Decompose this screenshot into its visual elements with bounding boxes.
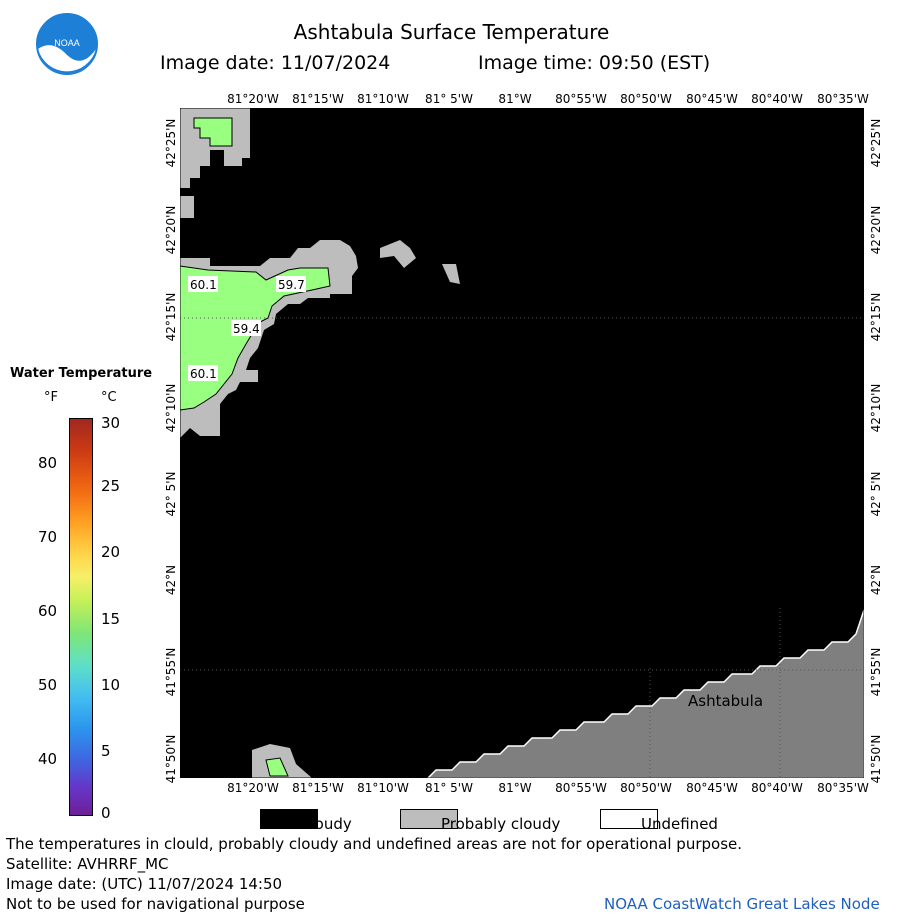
noaa-logo-icon: NOAA bbox=[36, 13, 98, 75]
f-tick: 50 bbox=[38, 676, 58, 694]
lon-label: 80°45'W bbox=[686, 92, 738, 106]
land bbox=[426, 609, 864, 778]
lon-label: 81°20'W bbox=[227, 92, 279, 106]
lat-label: 42°10'N bbox=[164, 383, 178, 433]
temperature-label: 59.7 bbox=[278, 278, 305, 292]
c-tick: 10 bbox=[101, 676, 121, 694]
c-tick: 25 bbox=[101, 477, 121, 495]
lat-label: 42°25'N bbox=[869, 118, 883, 168]
noaa-logo: NOAA bbox=[36, 13, 98, 75]
lat-label: 41°50'N bbox=[869, 734, 883, 784]
f-tick: 70 bbox=[38, 528, 58, 546]
color-scale-bar bbox=[69, 418, 93, 816]
lon-label: 80°45'W bbox=[686, 781, 738, 795]
noaa-logo-text: NOAA bbox=[54, 38, 80, 48]
lon-label: 80°40'W bbox=[751, 92, 803, 106]
c-tick: 15 bbox=[101, 610, 121, 628]
scale-title: Water Temperature bbox=[10, 366, 153, 381]
temperature-labels: 60.1 59.7 59.4 60.1 bbox=[188, 276, 306, 381]
lat-label: 41°55'N bbox=[869, 647, 883, 697]
lon-label: 80°40'W bbox=[751, 781, 803, 795]
lon-label: 80°50'W bbox=[620, 781, 672, 795]
lon-label: 81°W bbox=[498, 92, 532, 106]
c-tick: 5 bbox=[101, 742, 111, 760]
c-tick: 20 bbox=[101, 543, 121, 561]
f-tick: 60 bbox=[38, 602, 58, 620]
lon-label: 80°50'W bbox=[620, 92, 672, 106]
lat-label: 42°20'N bbox=[869, 205, 883, 255]
lat-label: 42°10'N bbox=[869, 383, 883, 433]
undefined-swatch bbox=[600, 809, 658, 829]
image-date: Image date: 11/07/2024 bbox=[160, 52, 391, 74]
lat-label: 42°15'N bbox=[164, 292, 178, 342]
lat-label: 42° 5'N bbox=[869, 471, 883, 517]
probably-cloudy-swatch bbox=[400, 809, 458, 829]
image-time: Image time: 09:50 (EST) bbox=[478, 52, 711, 74]
lat-label: 42°N bbox=[869, 564, 883, 596]
cloud-cover bbox=[180, 108, 864, 778]
lat-label: 42°N bbox=[164, 564, 178, 596]
cloudy-label: Cloudy bbox=[300, 815, 352, 833]
credit-link[interactable]: NOAA CoastWatch Great Lakes Node bbox=[604, 895, 880, 913]
lon-label: 80°55'W bbox=[555, 781, 607, 795]
lat-lon-grid bbox=[180, 228, 864, 778]
disclaimer-text: The temperatures in clould, probably clo… bbox=[6, 835, 743, 853]
temperature-map[interactable]: Ashtabula 60.1 59.7 59.4 60.1 bbox=[180, 108, 864, 778]
lon-label: 81°15'W bbox=[292, 781, 344, 795]
cloudy-swatch bbox=[260, 809, 318, 829]
lon-label: 81° 5'W bbox=[425, 781, 473, 795]
city-label: Ashtabula bbox=[688, 692, 763, 710]
lat-label: 42°25'N bbox=[164, 118, 178, 168]
temperature-label: 60.1 bbox=[190, 367, 217, 381]
lat-label: 41°55'N bbox=[164, 647, 178, 697]
lat-label: 42° 5'N bbox=[164, 471, 178, 517]
lon-label: 81°15'W bbox=[292, 92, 344, 106]
lon-label: 81°W bbox=[498, 781, 532, 795]
navigation-warning: Not to be used for navigational purpose bbox=[6, 895, 305, 913]
lon-label: 80°35'W bbox=[817, 92, 869, 106]
lon-label: 81°10'W bbox=[357, 781, 409, 795]
city-marker bbox=[684, 673, 694, 683]
lon-label: 81°10'W bbox=[357, 92, 409, 106]
f-tick: 40 bbox=[38, 750, 58, 768]
c-tick: 30 bbox=[101, 414, 121, 432]
temperature-label: 60.1 bbox=[190, 278, 217, 292]
utc-date-text: Image date: (UTC) 11/07/2024 14:50 bbox=[6, 875, 283, 893]
lat-label: 42°20'N bbox=[164, 205, 178, 255]
f-tick: 80 bbox=[38, 454, 58, 472]
lon-label: 80°55'W bbox=[555, 92, 607, 106]
scale-unit-f: °F bbox=[44, 390, 58, 405]
satellite-text: Satellite: AVHRRF_MC bbox=[6, 855, 169, 873]
c-tick: 0 bbox=[101, 804, 111, 822]
undefined-label: Undefined bbox=[641, 815, 718, 833]
temperature-label: 59.4 bbox=[233, 322, 260, 336]
top-left-patch bbox=[180, 108, 250, 218]
lat-label: 42°15'N bbox=[869, 292, 883, 342]
scale-unit-c: °C bbox=[101, 390, 117, 405]
lon-label: 80°35'W bbox=[817, 781, 869, 795]
probably-cloudy-label: Probably cloudy bbox=[441, 815, 561, 833]
page-title: Ashtabula Surface Temperature bbox=[293, 20, 610, 44]
lon-label: 81°20'W bbox=[227, 781, 279, 795]
bottom-left-patch bbox=[252, 744, 312, 778]
lat-label: 41°50'N bbox=[164, 734, 178, 784]
lon-label: 81° 5'W bbox=[425, 92, 473, 106]
